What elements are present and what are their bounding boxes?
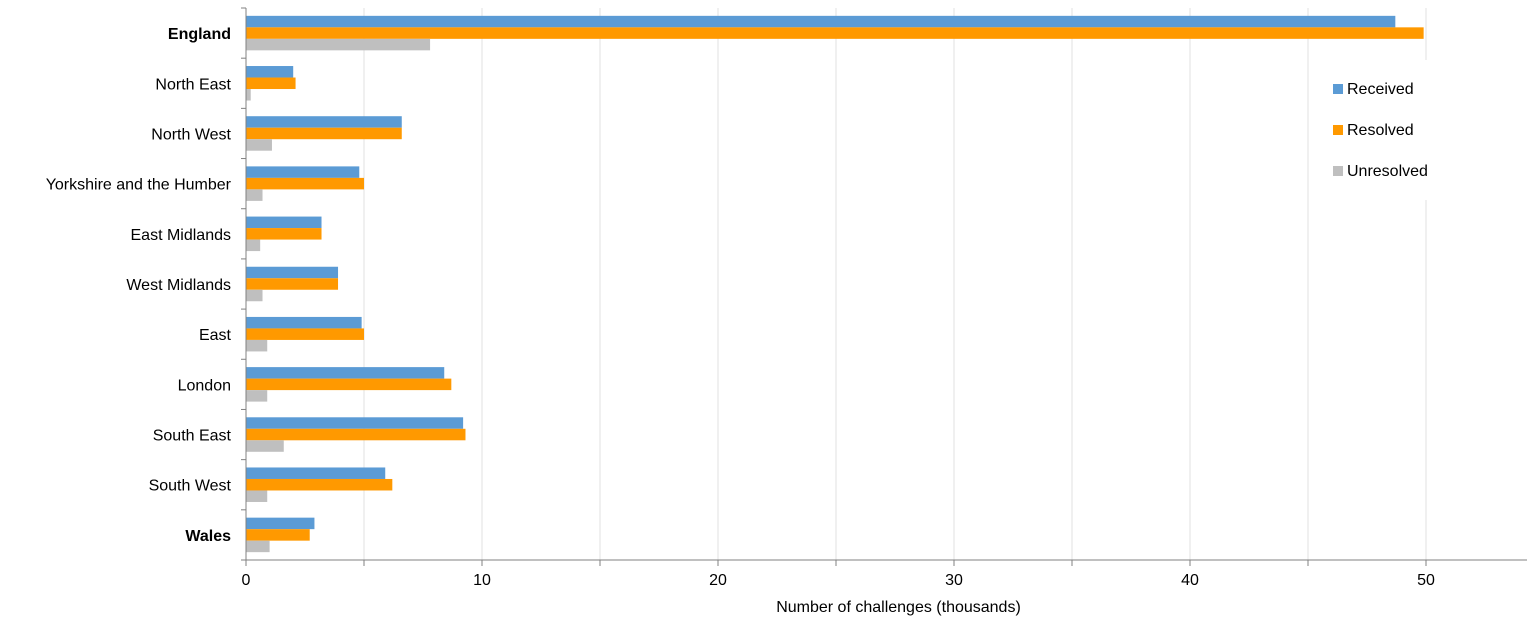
bar-received-london xyxy=(246,367,445,379)
bar-resolved-east xyxy=(246,328,364,340)
bar-received-north-west xyxy=(246,116,402,128)
category-label: West Midlands xyxy=(126,277,231,294)
bar-unresolved-london xyxy=(246,390,268,402)
bar-received-north-east xyxy=(246,66,294,78)
bar-unresolved-south-east xyxy=(246,440,284,452)
bar-resolved-south-east xyxy=(246,428,466,441)
bar-received-east xyxy=(246,316,362,329)
bar-resolved-yorkshire-and-the-humber xyxy=(246,177,364,190)
x-tick-label: 40 xyxy=(1181,572,1199,589)
grid-lines xyxy=(363,8,1427,560)
bar-resolved-west-midlands xyxy=(246,278,339,290)
legend-swatch-resolved xyxy=(1333,125,1343,135)
category-label: South East xyxy=(153,428,232,445)
bar-unresolved-west-midlands xyxy=(246,289,263,302)
bar-received-west-midlands xyxy=(246,266,339,279)
bar-received-east-midlands xyxy=(246,216,322,229)
category-labels: England North East North West Yorkshire and… xyxy=(46,26,232,545)
category-label: London xyxy=(178,377,231,394)
category-label: Wales xyxy=(185,528,231,545)
category-label: East Midlands xyxy=(131,227,232,244)
bar-unresolved-yorkshire-and-the-humber xyxy=(246,189,263,201)
category-label: North East xyxy=(155,76,231,93)
x-tick-label: 10 xyxy=(473,572,491,589)
category-label: England xyxy=(168,26,231,43)
bars xyxy=(246,15,1424,553)
axes xyxy=(241,7,1527,566)
bar-unresolved-wales xyxy=(246,540,270,553)
bar-resolved-north-west xyxy=(246,127,402,140)
x-tick-labels: 0 10 20 30 40 50 xyxy=(242,572,1435,589)
bar-received-south-west xyxy=(246,467,386,479)
bar-unresolved-north-east xyxy=(246,89,251,101)
legend: Received Resolved Unresolved xyxy=(1310,60,1450,200)
category-label: North West xyxy=(151,126,231,143)
bar-received-yorkshire-and-the-humber xyxy=(246,166,360,178)
bar-received-south-east xyxy=(246,417,464,429)
x-axis-title: Number of challenges (thousands) xyxy=(776,599,1021,616)
category-label: East xyxy=(199,327,232,344)
legend-swatch-received xyxy=(1333,84,1343,94)
x-tick-label: 0 xyxy=(242,572,251,589)
x-tick-label: 50 xyxy=(1417,572,1435,589)
bar-resolved-east-midlands xyxy=(246,228,322,240)
bar-resolved-england xyxy=(246,27,1424,39)
legend-label-unresolved: Unresolved xyxy=(1347,163,1428,180)
legend-swatch-unresolved xyxy=(1333,166,1343,176)
bar-resolved-south-west xyxy=(246,478,393,491)
bar-unresolved-east xyxy=(246,339,268,352)
category-label: Yorkshire and the Humber xyxy=(46,177,232,194)
bar-resolved-north-east xyxy=(246,77,296,90)
bar-received-wales xyxy=(246,517,315,530)
bar-unresolved-south-west xyxy=(246,490,268,502)
bar-unresolved-east-midlands xyxy=(246,239,261,252)
legend-label-resolved: Resolved xyxy=(1347,122,1414,139)
x-tick-label: 30 xyxy=(945,572,963,589)
bar-resolved-london xyxy=(246,378,452,391)
bar-received-england xyxy=(246,15,1396,28)
legend-label-received: Received xyxy=(1347,81,1414,98)
category-label: South West xyxy=(149,478,232,495)
bar-resolved-wales xyxy=(246,529,310,541)
x-tick-label: 20 xyxy=(709,572,727,589)
bar-unresolved-england xyxy=(246,38,431,51)
bar-unresolved-north-west xyxy=(246,139,272,151)
